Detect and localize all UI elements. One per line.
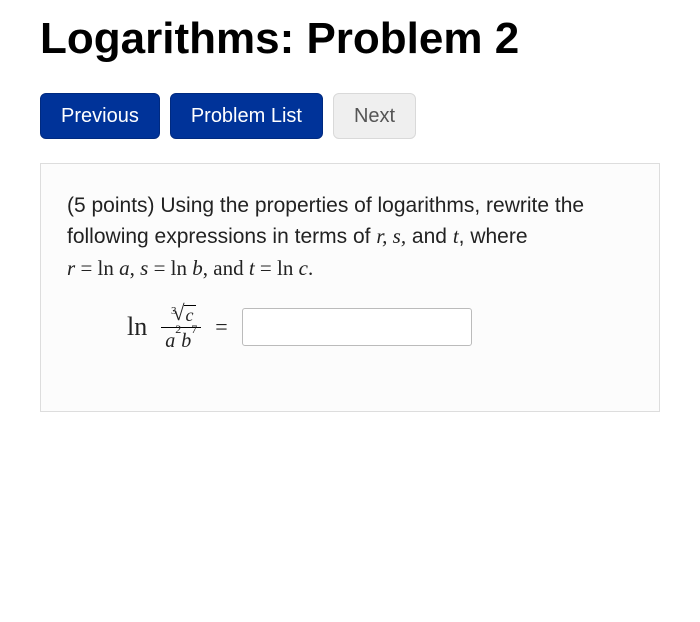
root-index: 3 <box>171 306 177 317</box>
nav-row: Previous Problem List Next <box>40 93 660 139</box>
def-comma2: , and <box>203 256 249 280</box>
equation-row: ln 3√c a2b7 = <box>67 302 633 351</box>
den-exp-7: 7 <box>191 323 197 335</box>
page-title: Logarithms: Problem 2 <box>40 14 660 65</box>
def-eq1: = <box>75 256 97 280</box>
problem-list-button[interactable]: Problem List <box>170 93 323 139</box>
def-c: c <box>293 256 308 280</box>
previous-button[interactable]: Previous <box>40 93 160 139</box>
points-label: (5 points) <box>67 194 155 217</box>
def-a: a <box>114 256 130 280</box>
vars-rs: r, s, <box>376 224 406 248</box>
den-base-a: a <box>165 331 175 351</box>
def-r: r <box>67 256 75 280</box>
def-b: b <box>187 256 203 280</box>
def-comma1: , <box>130 256 141 280</box>
def-lnc: ln <box>277 256 293 280</box>
prompt-text-2: and <box>406 225 453 248</box>
def-period: . <box>308 256 313 280</box>
den-exp-2: 2 <box>175 323 181 335</box>
problem-box: (5 points) Using the properties of logar… <box>40 163 660 413</box>
answer-input[interactable] <box>242 308 472 346</box>
def-eq3: = <box>255 256 277 280</box>
next-button[interactable]: Next <box>333 93 416 139</box>
def-lnb: ln <box>171 256 187 280</box>
definitions: r = ln a, s = ln b, and t = ln c. <box>67 256 313 280</box>
ln-label: ln <box>127 307 147 346</box>
def-eq2: = <box>148 256 170 280</box>
problem-prompt: (5 points) Using the properties of logar… <box>67 190 633 285</box>
def-lna: ln <box>98 256 114 280</box>
den-base-b: b <box>181 331 191 351</box>
equals-sign: = <box>215 310 227 343</box>
denominator: a2b7 <box>161 327 201 351</box>
fraction: 3√c a2b7 <box>161 302 201 351</box>
prompt-text-3: , where <box>459 225 528 248</box>
